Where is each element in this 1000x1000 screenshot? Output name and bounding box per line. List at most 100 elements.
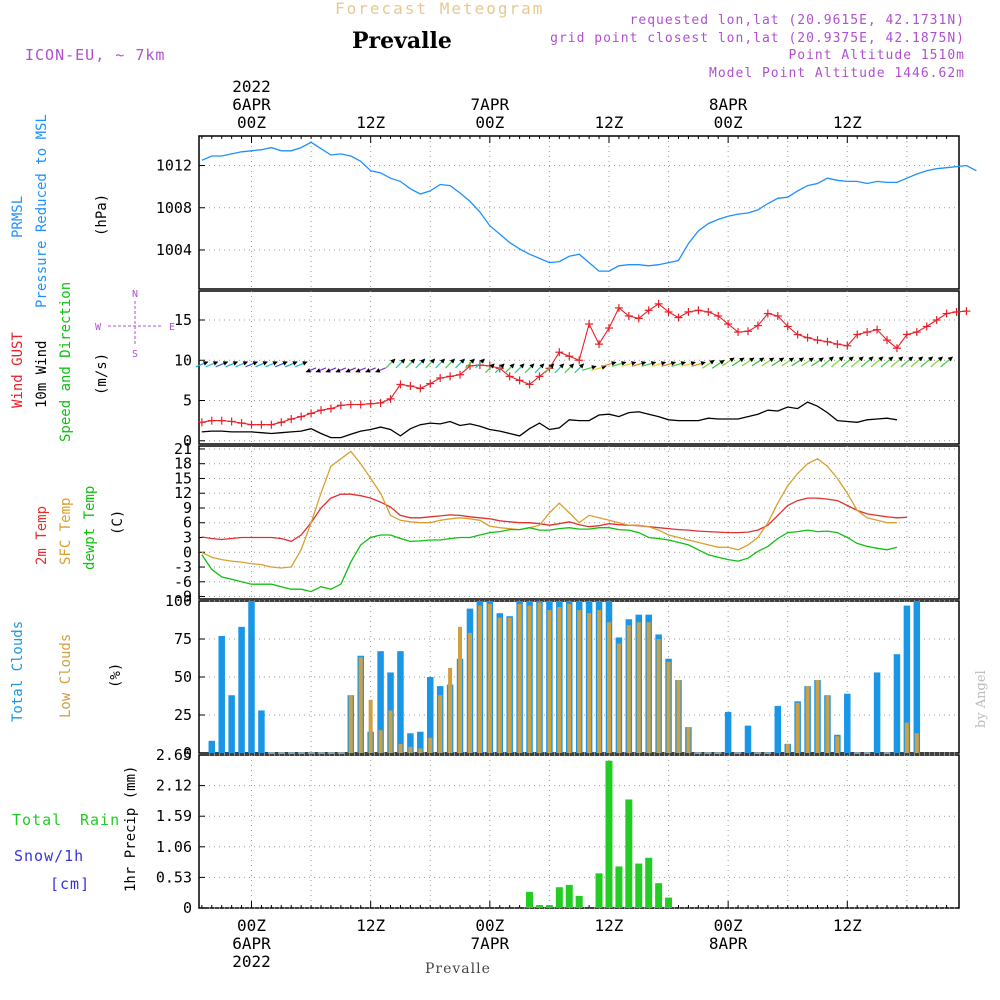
y-tick-label: 12 xyxy=(174,484,192,502)
low-cloud-bar xyxy=(795,702,800,753)
low-cloud-bar xyxy=(557,607,562,753)
y-tick-label: 25 xyxy=(174,706,192,724)
wind-direction-arrow xyxy=(791,357,805,367)
top-time-label: 00Z xyxy=(475,113,504,132)
low-cloud-bar xyxy=(487,604,492,753)
precip-bar xyxy=(555,887,563,908)
bottom-time-label: 8APR xyxy=(709,934,748,953)
compass-rose: N S W E xyxy=(95,289,175,360)
wind-direction-arrow xyxy=(335,367,347,373)
wind-direction-arrow xyxy=(701,359,715,369)
bottom-time-label: 00Z xyxy=(714,916,743,935)
wind-direction-arrow xyxy=(395,358,406,369)
top-time-label: 00Z xyxy=(237,113,266,132)
low-cloud-bar xyxy=(537,602,542,753)
low-cloud-bar xyxy=(676,680,681,753)
low-cloud-bar xyxy=(567,604,572,753)
wind-direction-arrow xyxy=(711,359,725,369)
top-time-label: 12Z xyxy=(356,113,385,132)
total-cloud-bar xyxy=(397,651,404,753)
compass-w: W xyxy=(95,322,102,333)
low-cloud-bar xyxy=(497,617,502,753)
low-cloud-bar xyxy=(418,748,423,753)
precip-snow-label: Snow/1h xyxy=(14,847,84,865)
precip-bar xyxy=(575,895,583,908)
wind-direction-arrow xyxy=(910,356,924,368)
wind-speed-line xyxy=(201,401,898,439)
total-cloud-bar xyxy=(903,605,911,753)
top-time-label: 00Z xyxy=(714,113,743,132)
y-tick-label: 2.12 xyxy=(156,777,192,795)
sfc-temp-line xyxy=(201,450,897,569)
precip-bar xyxy=(535,905,543,908)
pressure-label-1: PRMSL xyxy=(10,196,26,238)
low-cloud-bar xyxy=(408,746,413,753)
low-cloud-bar xyxy=(626,625,631,753)
wind-direction-arrow xyxy=(524,363,535,374)
wind-direction-arrow xyxy=(445,358,456,369)
wind-direction-arrow xyxy=(741,357,755,367)
wind-direction-arrow xyxy=(255,361,268,368)
precip-bar xyxy=(655,883,663,908)
total-cloud-bar xyxy=(893,654,901,753)
precip-panel-frame xyxy=(198,754,960,909)
y-tick-label: -6 xyxy=(174,573,192,591)
chart-subtitle: Forecast Meteogram xyxy=(335,0,544,18)
wind-direction-arrow xyxy=(661,361,677,367)
bottom-time-label: 00Z xyxy=(475,916,504,935)
low-cloud-bar xyxy=(378,730,383,753)
wind-direction-arrow xyxy=(345,367,357,373)
wind-gust-label: Wind GUST xyxy=(10,332,26,408)
low-cloud-bar xyxy=(517,604,522,753)
total-cloud-bar xyxy=(774,705,782,753)
precip-unit: 1hr Precip (mm) xyxy=(123,766,139,892)
total-cloud-bar xyxy=(377,651,384,753)
sfc-temp-label: SFC Temp xyxy=(58,498,74,565)
wind-direction-arrow xyxy=(275,361,288,368)
low-cloud-bar xyxy=(835,736,840,753)
wind-direction-arrow xyxy=(880,356,894,368)
precip-bar xyxy=(635,863,643,908)
wind-direction-arrow xyxy=(601,361,617,367)
wind-direction-arrow xyxy=(544,363,555,374)
wind-direction-arrow xyxy=(581,365,597,371)
y-tick-label: 0 xyxy=(183,744,192,762)
wind-direction-arrow xyxy=(811,357,824,367)
cloud-unit: (%) xyxy=(108,663,124,688)
y-tick-label: -9 xyxy=(174,588,192,606)
total-cloud-bar xyxy=(417,731,424,753)
wind-direction-arrow xyxy=(385,358,396,369)
wind-direction-arrow xyxy=(651,361,667,367)
total-cloud-bar xyxy=(844,693,851,753)
wind-direction-arrow xyxy=(631,361,647,367)
top-time-label: 12Z xyxy=(833,113,862,132)
precip-total-label: Total xyxy=(12,811,62,829)
low-cloud-bar xyxy=(656,639,661,753)
chart-title: Prevalle xyxy=(352,28,452,54)
wind-direction-arrow xyxy=(890,356,904,368)
top-time-label: 6APR xyxy=(232,95,271,114)
low-cloud-label: Low Clouds xyxy=(58,634,74,718)
total-cloud-label: Total Clouds xyxy=(10,621,26,722)
wind-direction-arrow xyxy=(325,367,337,373)
precip-bar xyxy=(645,857,653,908)
wind-direction-arrow xyxy=(574,363,585,374)
precip-bar xyxy=(595,873,603,908)
y-tick-label: 1004 xyxy=(156,241,192,259)
wind-direction-arrow xyxy=(494,363,505,374)
precip-rain-label: Rain xyxy=(80,811,120,829)
top-time-label: 7APR xyxy=(471,95,510,114)
precip-bar xyxy=(526,891,534,908)
gridpoint-coords: grid point closest lon,lat (20.9375E, 42… xyxy=(550,31,965,46)
wind-dir-label: Speed and Direction xyxy=(58,282,74,442)
precip-bar xyxy=(545,905,553,908)
wind-direction-arrow xyxy=(265,361,278,368)
total-cloud-bar xyxy=(238,626,245,753)
low-cloud-bar xyxy=(904,722,909,753)
wind-direction-arrow xyxy=(534,363,545,374)
low-cloud-bar xyxy=(448,667,453,753)
wind-direction-arrow xyxy=(484,363,495,374)
y-tick-label: 50 xyxy=(174,668,192,686)
y-tick-label: 3 xyxy=(183,529,192,547)
